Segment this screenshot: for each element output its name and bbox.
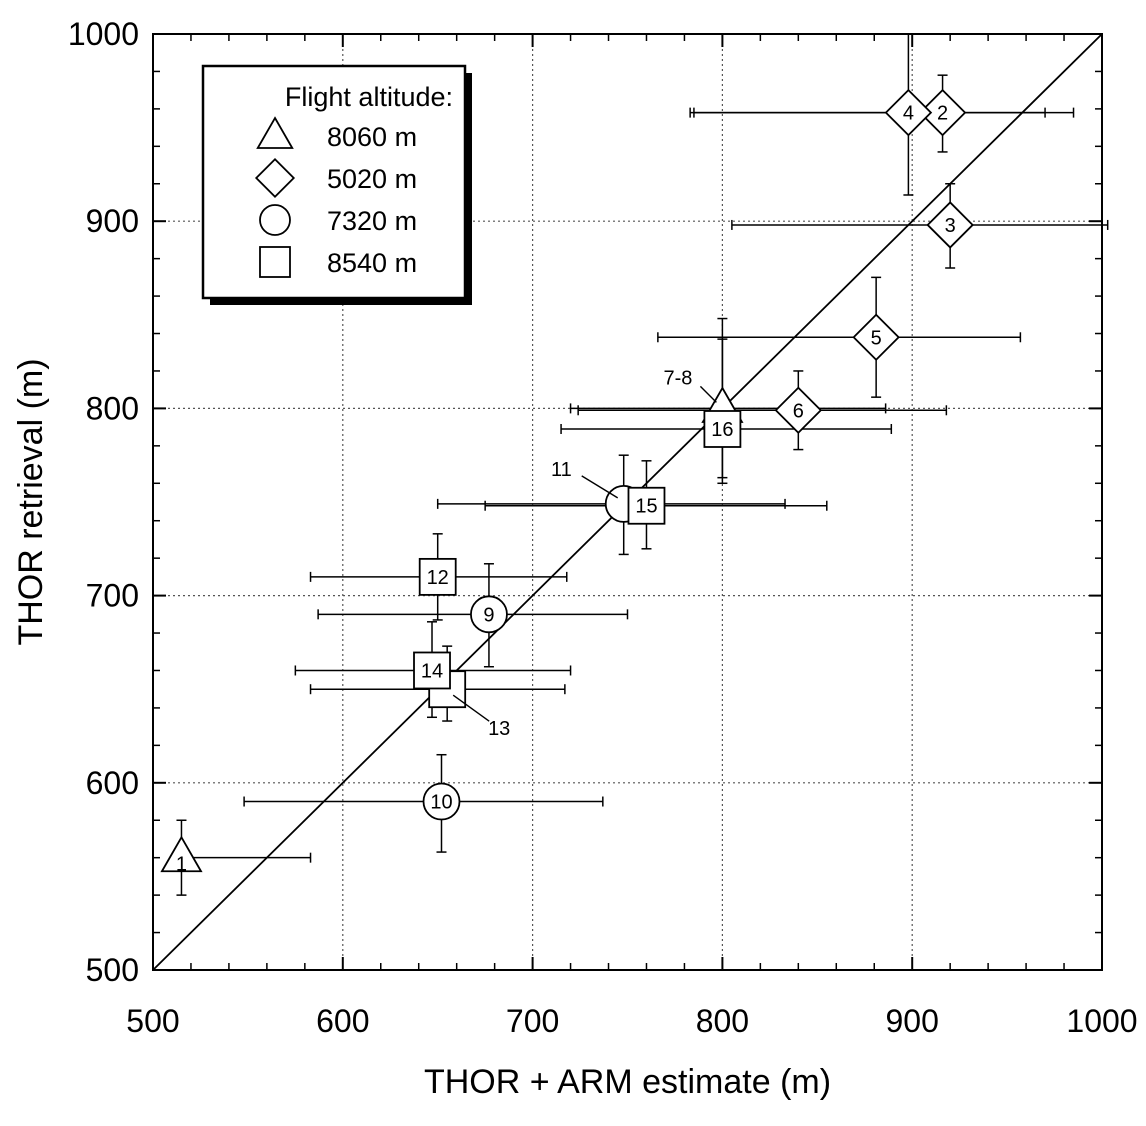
marker-diamond	[774, 386, 823, 435]
legend-marker-square	[259, 246, 291, 278]
point-label: 3	[945, 215, 956, 237]
y-tick-label: 800	[86, 390, 139, 426]
point-label: 15	[635, 496, 657, 518]
legend-label: 8060 m	[327, 122, 417, 152]
point-label: 2	[937, 103, 948, 125]
leader-line	[452, 694, 490, 722]
legend-label: 5020 m	[327, 164, 417, 194]
annotation-label: 7-8	[663, 367, 692, 389]
axis-ticks: 500 600 700 800 900 1000 500 600 700 800 900 1000	[68, 16, 1138, 1039]
legend-marker-triangle	[256, 116, 294, 149]
x-tick-label: 500	[126, 1003, 179, 1039]
plot-frame	[152, 33, 1103, 971]
x-tick-label: 900	[886, 1003, 939, 1039]
marker-square	[413, 651, 451, 690]
point-label: 10	[430, 792, 452, 814]
marker-circle	[422, 782, 461, 821]
legend-box	[201, 64, 467, 300]
marker-circle	[470, 595, 508, 634]
point-label: 4	[903, 103, 914, 125]
data-markers	[160, 88, 974, 873]
marker-diamond	[918, 88, 967, 137]
legend-marker-circle	[259, 204, 291, 236]
point-label: 6	[793, 400, 804, 422]
leader-line	[581, 475, 619, 499]
marker-diamond	[926, 201, 974, 249]
annotation-label: 13	[488, 718, 510, 740]
x-axis-title: THOR + ARM estimate (m)	[424, 1063, 831, 1101]
y-tick-label: 500	[86, 952, 139, 988]
marker-diamond	[852, 313, 900, 362]
point-label: 14	[421, 660, 443, 682]
point-label: 9	[483, 604, 494, 626]
y-tick-label: 900	[86, 203, 139, 239]
leader-line	[699, 385, 717, 403]
point-label: 12	[427, 567, 449, 589]
point-label: 16	[711, 419, 733, 441]
legend: Flight altitude: 8060 m 5020 m 7320 m 8540 m	[201, 64, 472, 305]
legend-label: 7320 m	[327, 206, 417, 236]
marker-triangle	[160, 835, 203, 873]
legend-title: Flight altitude:	[285, 82, 453, 112]
annotation-label: 11	[551, 459, 572, 481]
x-tick-label: 700	[506, 1003, 559, 1039]
y-axis-title: THOR retrieval (m)	[12, 358, 50, 645]
x-tick-label: 800	[696, 1003, 749, 1039]
marker-square	[418, 557, 457, 596]
point-label: 5	[871, 327, 882, 349]
plot-border	[152, 33, 1103, 971]
y-tick-label: 1000	[68, 16, 139, 52]
marker-square	[627, 486, 666, 525]
legend-label: 8540 m	[327, 248, 417, 278]
marker-square	[703, 410, 742, 448]
y-tick-label: 700	[86, 578, 139, 614]
y-tick-label: 600	[86, 765, 139, 801]
x-tick-label: 1000	[1066, 1003, 1137, 1039]
legend-marker-diamond	[254, 157, 296, 199]
point-label: 1	[176, 854, 187, 876]
marker-diamond	[884, 88, 933, 137]
x-tick-label: 600	[316, 1003, 369, 1039]
